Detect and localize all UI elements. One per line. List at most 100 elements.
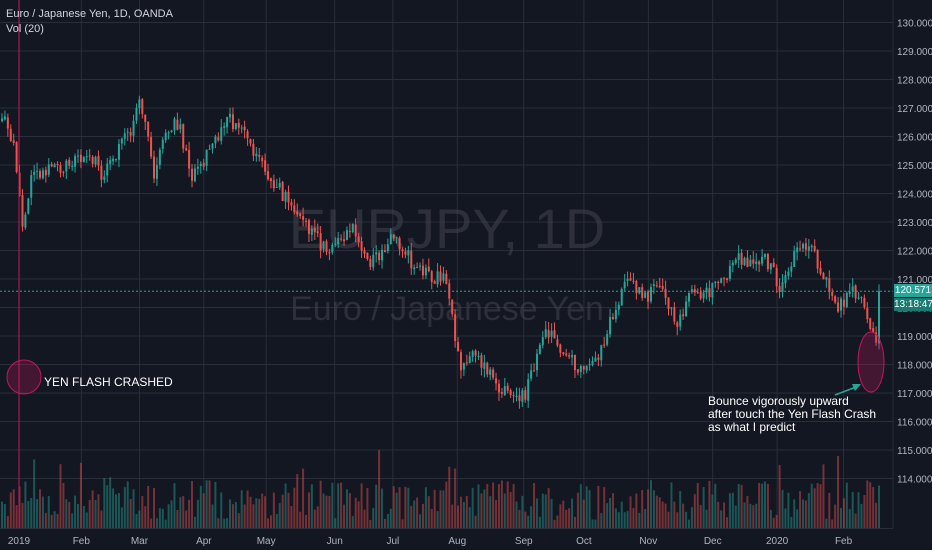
volume-bar: [24, 481, 27, 528]
candle-body: [234, 123, 237, 130]
symbol-watermark: EURJPY, 1D Euro / Japanese Yen: [289, 197, 605, 328]
volume-bar: [685, 511, 688, 528]
volume-bar: [290, 506, 293, 528]
price-tick-label: 117.000: [897, 389, 932, 400]
candle-body: [249, 139, 252, 144]
candle-body: [793, 251, 796, 267]
volume-bar: [652, 490, 655, 528]
volume-bar: [866, 480, 869, 528]
price-axis[interactable]: 114.000 115.000 116.000 117.000 118.000 119.0…: [897, 0, 932, 486]
volume-bar: [863, 494, 866, 528]
volume-bar: [571, 498, 574, 528]
flash-crash-circle[interactable]: [6, 359, 42, 395]
volume-bar: [556, 515, 559, 528]
candle-body: [188, 150, 191, 169]
volume-bar: [758, 482, 761, 528]
candle-body: [451, 299, 454, 315]
candle-body: [103, 176, 106, 180]
candle-body: [699, 292, 702, 299]
candle-body: [345, 230, 348, 241]
volume-bar: [723, 502, 726, 528]
candle-body: [676, 322, 679, 327]
candle-body: [360, 241, 363, 251]
volume-bar: [278, 503, 281, 528]
candle-body: [632, 280, 635, 282]
candle-body: [658, 285, 661, 288]
bounce-ellipse[interactable]: [857, 331, 885, 393]
volume-bar: [284, 483, 287, 528]
volume-bar: [56, 513, 59, 528]
candle-body: [351, 223, 354, 233]
volume-bar: [363, 509, 366, 528]
volume-bar: [851, 491, 854, 528]
volume-bar: [878, 485, 880, 528]
candle-body: [398, 237, 401, 250]
candle-body: [430, 271, 433, 282]
candle-body: [185, 148, 188, 151]
bounce-label[interactable]: Bounce vigorously upward after touch the…: [708, 394, 876, 434]
volume-bar: [454, 468, 457, 528]
volume-bar: [749, 503, 752, 528]
volume-bar: [65, 499, 68, 528]
candle-body: [576, 369, 579, 373]
volume-bar: [345, 489, 348, 528]
candle-body: [740, 252, 743, 265]
volume-bar: [223, 518, 226, 528]
price-tick-label: 125.000: [897, 161, 932, 172]
candle-body: [410, 250, 413, 269]
flash-crash-label[interactable]: YEN FLASH CRASHED: [44, 375, 173, 389]
volume-bar: [766, 483, 769, 528]
candle-body: [401, 249, 404, 252]
candle-body: [109, 160, 112, 164]
symbol-legend[interactable]: Euro / Japanese Yen, 1D, OANDA: [6, 8, 173, 20]
candle-body: [158, 149, 161, 165]
candle-body: [810, 245, 813, 248]
candle-body: [170, 130, 173, 132]
volume-bar: [199, 485, 202, 528]
volume-bar: [392, 486, 395, 528]
candle-body: [459, 352, 462, 371]
time-tick-label: 2020: [766, 536, 789, 547]
volume-bar: [302, 468, 305, 528]
volume-legend[interactable]: Vol (20): [6, 23, 44, 35]
price-tick-label: 119.000: [897, 332, 932, 343]
price-tick-label: 128.000: [897, 76, 932, 87]
time-tick-label: 2019: [8, 536, 31, 547]
price-tick-label: 124.000: [897, 190, 932, 201]
candle-body: [804, 243, 807, 250]
volume-bar: [562, 500, 565, 528]
bounce-arrow[interactable]: [834, 386, 857, 396]
candle-body: [623, 281, 626, 289]
volume-bar: [603, 487, 606, 528]
volume-bar: [594, 519, 597, 528]
candle-body: [573, 354, 576, 371]
candle-body: [132, 120, 135, 136]
candle-body: [755, 261, 758, 264]
volume-bar: [492, 482, 495, 528]
volume-bar: [497, 484, 500, 528]
volume-bar: [573, 516, 576, 528]
volume-bar: [217, 518, 220, 528]
time-tick-label: Jul: [386, 536, 399, 547]
candle-body: [416, 267, 419, 269]
volume-bar: [661, 501, 664, 528]
volume-bar: [471, 487, 474, 528]
time-tick-label: Mar: [131, 536, 149, 547]
volume-bar: [421, 503, 424, 528]
volume-bar: [600, 513, 603, 528]
candle-body: [62, 171, 65, 173]
volume-bar: [153, 487, 156, 528]
candle-body: [550, 330, 553, 337]
candle-body: [258, 154, 261, 157]
candle-body: [419, 265, 422, 267]
candle-body: [389, 234, 392, 245]
candle-body: [614, 309, 617, 320]
candle-body: [439, 271, 442, 282]
candle-body: [68, 159, 71, 166]
candle-body: [796, 247, 799, 253]
candle-body: [603, 344, 606, 346]
time-axis[interactable]: 2019 Feb Mar Apr May Jun Jul Aug Sep Oct Nov Dec 202…: [8, 536, 853, 547]
volume-bar: [261, 493, 264, 528]
volume-bar: [775, 514, 778, 528]
